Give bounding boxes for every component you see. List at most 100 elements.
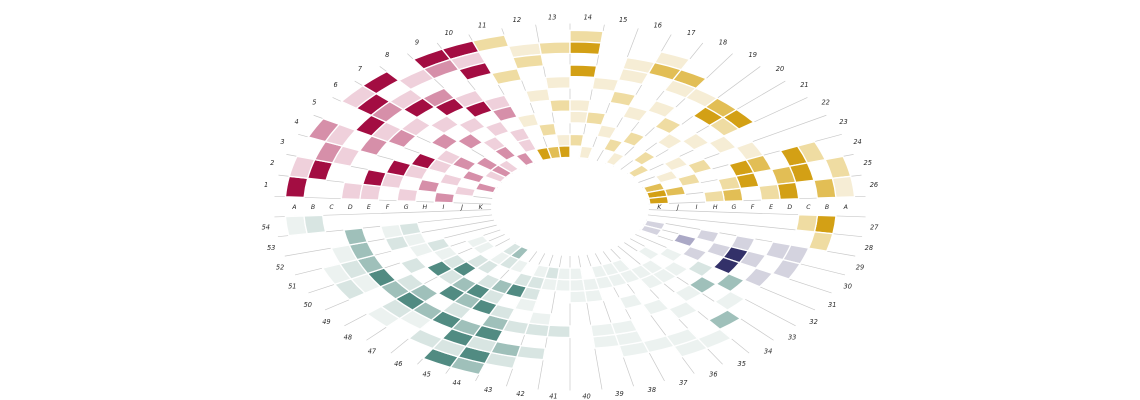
sector-label: 17 <box>687 29 696 37</box>
heatmap-cell <box>511 53 545 70</box>
sector-label: 29 <box>856 264 864 272</box>
ring-letter-label-left: K <box>479 204 484 211</box>
heatmap-cell <box>461 169 486 184</box>
heatmap-cell <box>621 105 649 123</box>
sector-label: 7 <box>358 65 363 73</box>
heatmap-cell <box>646 99 677 119</box>
heatmap-cell <box>602 137 624 154</box>
heatmap-cell <box>537 122 558 137</box>
heatmap-cell <box>515 345 546 361</box>
heatmap-cell <box>654 169 679 184</box>
ring-letter-label-left: D <box>348 204 353 211</box>
sector-label: 15 <box>619 16 627 24</box>
heatmap-cell <box>653 116 683 135</box>
heatmap-cell <box>569 267 584 281</box>
sector-label: 45 <box>422 371 430 379</box>
sector-label: 13 <box>548 14 556 22</box>
sector-label: 3 <box>280 138 284 146</box>
heatmap-cell <box>438 172 464 187</box>
heatmap-cells <box>284 29 856 376</box>
heatmap-cell <box>686 260 715 278</box>
heatmap-cell <box>471 34 510 53</box>
heatmap-cell <box>583 288 605 303</box>
heatmap-cell <box>604 151 626 167</box>
heatmap-cell <box>500 242 523 257</box>
sector-label: 36 <box>709 371 717 379</box>
heatmap-cell <box>396 187 419 203</box>
heatmap-cell <box>703 189 725 203</box>
sector-label: 18 <box>719 39 727 47</box>
sector-label: 35 <box>738 360 746 368</box>
heatmap-cell <box>663 185 687 198</box>
heatmap-cell <box>795 214 819 233</box>
heatmap-cell <box>569 133 585 147</box>
heatmap-cell <box>483 120 511 138</box>
sector-label: 30 <box>844 283 852 291</box>
ring-letter-label-left: H <box>422 204 427 211</box>
heatmap-cell <box>429 132 459 151</box>
heatmap-cell <box>453 185 477 198</box>
heatmap-cell <box>771 258 802 280</box>
sector-label: 43 <box>484 386 492 394</box>
heatmap-cell <box>398 221 423 237</box>
heatmap-cell <box>621 130 646 148</box>
heatmap-cell <box>569 278 586 292</box>
heatmap-cell <box>549 98 571 113</box>
heatmap-cell <box>609 90 637 107</box>
ring-letter-label-right: D <box>787 204 792 211</box>
heatmap-cell <box>707 135 738 155</box>
heatmap-cell <box>359 183 382 201</box>
heatmap-cell <box>632 150 657 166</box>
heatmap-cell <box>557 145 571 159</box>
sector-label: 32 <box>809 318 817 326</box>
sector-label: 5 <box>312 99 316 107</box>
heatmap-cell <box>340 181 364 201</box>
heatmap-cell <box>596 124 618 140</box>
sector-label: 6 <box>333 81 337 89</box>
heatmap-cell <box>416 178 441 194</box>
heatmap-cell <box>516 113 540 129</box>
sector-label: 38 <box>648 386 656 394</box>
heatmap-cell <box>676 172 702 187</box>
heatmap-cell <box>589 322 617 338</box>
ring-letter-label-right: F <box>751 204 755 211</box>
sector-label: 14 <box>584 14 592 22</box>
sector-label: 4 <box>294 118 298 126</box>
sector-label: 24 <box>853 138 861 146</box>
sector-label: 40 <box>582 392 590 400</box>
heatmap-cell <box>531 264 550 279</box>
heatmap-cell <box>569 41 602 56</box>
heatmap-cell <box>429 115 460 135</box>
heatmap-cell <box>617 68 650 86</box>
sector-label: 39 <box>615 390 623 398</box>
heatmap-cell <box>743 267 774 288</box>
heatmap-cell <box>303 214 327 235</box>
heatmap-cell <box>672 233 698 248</box>
sector-label: 37 <box>679 379 688 387</box>
ring-letter-label-left: J <box>459 204 463 211</box>
heatmap-cell <box>433 191 456 204</box>
sector-label: 19 <box>749 51 757 59</box>
heatmap-cell <box>713 290 746 311</box>
sector-label: 8 <box>385 51 389 59</box>
heatmap-cell <box>425 237 452 253</box>
sector-label: 53 <box>267 244 275 252</box>
heatmap-cell <box>686 158 713 175</box>
sector-label: 1 <box>264 181 268 189</box>
sector-label: 9 <box>415 39 419 47</box>
heatmap-cell <box>681 132 711 151</box>
heatmap-cell <box>758 183 781 201</box>
heatmap-cell <box>555 133 571 147</box>
heatmap-cell <box>656 132 684 150</box>
heatmap-cell <box>591 76 620 92</box>
ring-letter-label-right: H <box>713 204 718 211</box>
sector-label: 44 <box>453 379 461 387</box>
heatmap-cell <box>813 177 837 199</box>
heatmap-cell <box>456 132 484 150</box>
sector-label: 41 <box>549 392 557 400</box>
sector-label: 25 <box>864 159 872 167</box>
ring-letter-label-right: G <box>731 204 736 211</box>
heatmap-cell <box>776 181 800 201</box>
